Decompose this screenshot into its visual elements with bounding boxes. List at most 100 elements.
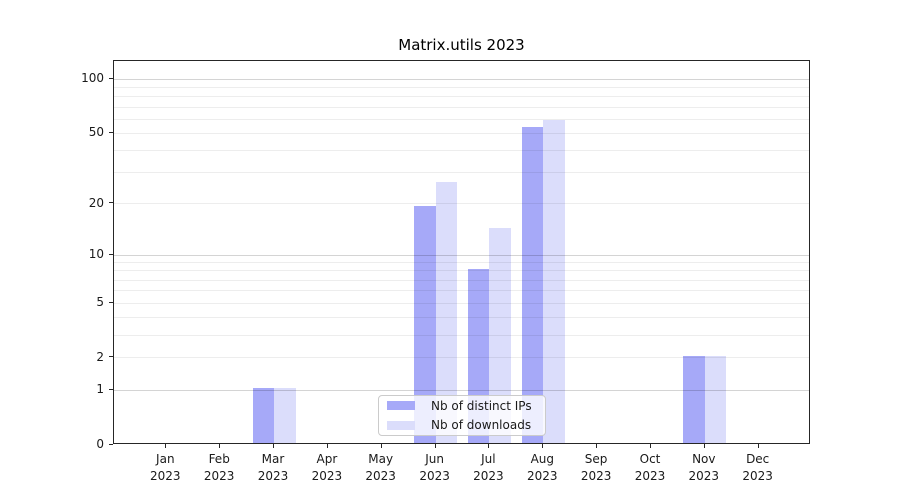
x-tick-label-jan: Jan 2023 [133,451,197,485]
x-tick-label-sep: Sep 2023 [564,451,628,485]
legend-item-downloads: Nb of downloads [387,416,537,436]
x-tick-month: Mar [261,452,285,466]
y-tick-label: 2 [96,349,104,364]
x-tick-month: Nov [692,452,716,466]
legend: Nb of distinct IPs Nb of downloads [378,395,546,436]
gridline-minor [114,357,809,359]
y-tick-label: 20 [88,195,104,210]
x-axis-tick [434,444,436,448]
x-axis-tick [219,444,221,448]
y-axis-tick [109,202,113,204]
x-tick-year: 2023 [419,469,450,483]
gridline-major [114,389,809,391]
gridline-minor [114,279,809,281]
x-tick-year: 2023 [473,469,504,483]
x-tick-label-nov: Nov 2023 [672,451,736,485]
bar-downloads-jun [435,181,458,443]
legend-label-downloads: Nb of downloads [431,418,532,433]
y-axis-tick [109,388,113,390]
y-tick-label: 100 [81,71,104,86]
y-axis-tick [109,77,113,79]
x-axis-tick [273,444,274,448]
bar-distinct-ips-mar [252,388,274,443]
x-axis-tick [542,444,544,448]
gridline-minor [114,132,809,134]
gridline-minor [114,302,809,304]
gridline-minor [114,203,809,205]
gridline-minor [114,172,809,174]
y-axis-tick [109,253,113,255]
bar-downloads-aug [543,119,565,443]
gridline-minor [114,118,809,120]
y-axis-tick [109,301,113,303]
legend-swatch-downloads-icon [387,420,415,430]
legend-swatch-distinct-ips-icon [387,401,415,411]
legend-item-distinct-ips: Nb of distinct IPs [387,396,537,416]
gridline-major [114,78,809,80]
x-tick-year: 2023 [203,469,235,483]
x-tick-month: Feb [208,452,230,466]
x-tick-month: Aug [530,452,555,466]
y-axis-tick [109,443,113,445]
x-tick-year: 2023 [311,469,343,483]
x-tick-year: 2023 [580,469,612,483]
gridline-minor [114,87,809,89]
x-axis-tick [488,444,490,448]
y-tick-label: 1 [96,382,104,397]
gridline-minor [114,262,809,263]
x-tick-month: Jan [156,452,175,466]
bar-downloads-nov [704,355,727,443]
y-axis-tick [109,131,113,133]
x-tick-label-oct: Oct 2023 [618,451,682,485]
x-axis-tick [650,444,651,448]
gridline-minor [114,334,809,336]
x-axis-tick [165,444,167,448]
x-tick-month: Oct [639,452,661,466]
chart-title: Matrix.utils 2023 [398,36,525,54]
x-tick-month: May [368,452,394,466]
x-axis-tick [326,444,328,448]
gridline-minor [114,270,809,272]
gridline-minor [114,150,809,152]
x-tick-label-mar: Mar 2023 [241,451,305,485]
y-axis-tick [109,356,113,358]
x-axis-tick [596,444,598,448]
x-tick-year: 2023 [150,469,181,483]
x-tick-label-may: May 2023 [349,451,413,485]
y-tick-label: 0 [96,437,104,451]
x-axis-tick [757,444,759,448]
x-tick-label-aug: Aug 2023 [510,451,574,485]
bar-downloads-mar [274,388,296,443]
x-tick-year: 2023 [688,469,720,483]
x-tick-year: 2023 [365,469,396,483]
x-tick-label-dec: Dec 2023 [726,451,790,485]
x-axis-tick [703,444,705,448]
gridline-minor [114,317,809,318]
x-tick-month: Dec [746,452,770,466]
x-tick-month: Sep [584,452,608,466]
x-axis-tick [380,444,382,448]
x-tick-month: Jul [481,452,496,466]
y-tick-label: 5 [96,295,104,309]
bar-distinct-ips-jun [414,205,436,443]
plot-area [113,60,810,444]
y-tick-label: 10 [88,247,104,261]
bar-downloads-jul [489,228,511,443]
gridline-minor [114,106,809,108]
legend-label-distinct-ips: Nb of distinct IPs [431,398,532,413]
y-tick-label: 50 [88,125,104,140]
x-tick-year: 2023 [257,469,289,483]
x-tick-label-apr: Apr 2023 [295,451,359,485]
x-tick-label-jun: Jun 2023 [403,451,467,485]
x-tick-month: Jun [425,452,444,466]
x-tick-label-feb: Feb 2023 [187,451,251,485]
x-tick-year: 2023 [527,469,558,483]
gridline-minor [114,96,809,98]
x-tick-month: Apr [316,452,338,466]
gridline-minor [114,290,809,292]
x-tick-year: 2023 [634,469,666,483]
x-tick-year: 2023 [742,469,773,483]
x-tick-label-jul: Jul 2023 [456,451,520,485]
gridline-major [114,254,809,256]
